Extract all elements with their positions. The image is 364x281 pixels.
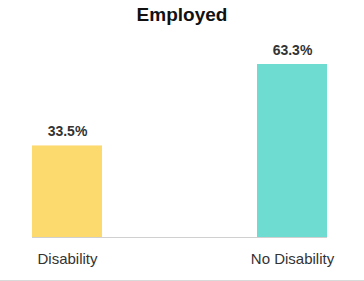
html-text:Employed: Employed — [136, 4, 228, 25]
svg-text:33.5%: 33.5% — [48, 123, 88, 139]
svg-text:No Disability: No Disability — [251, 250, 335, 267]
svg-text:63.3%: 63.3% — [273, 42, 313, 58]
svg-text:Disability: Disability — [37, 250, 98, 267]
